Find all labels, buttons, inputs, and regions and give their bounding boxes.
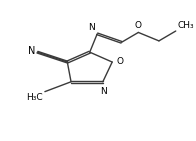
Text: CH₃: CH₃ <box>178 21 194 30</box>
Text: N: N <box>100 87 107 96</box>
Text: O: O <box>135 21 142 30</box>
Text: N: N <box>89 23 95 32</box>
Text: O: O <box>117 57 124 66</box>
Text: H₃C: H₃C <box>26 93 43 102</box>
Text: N: N <box>28 46 35 56</box>
